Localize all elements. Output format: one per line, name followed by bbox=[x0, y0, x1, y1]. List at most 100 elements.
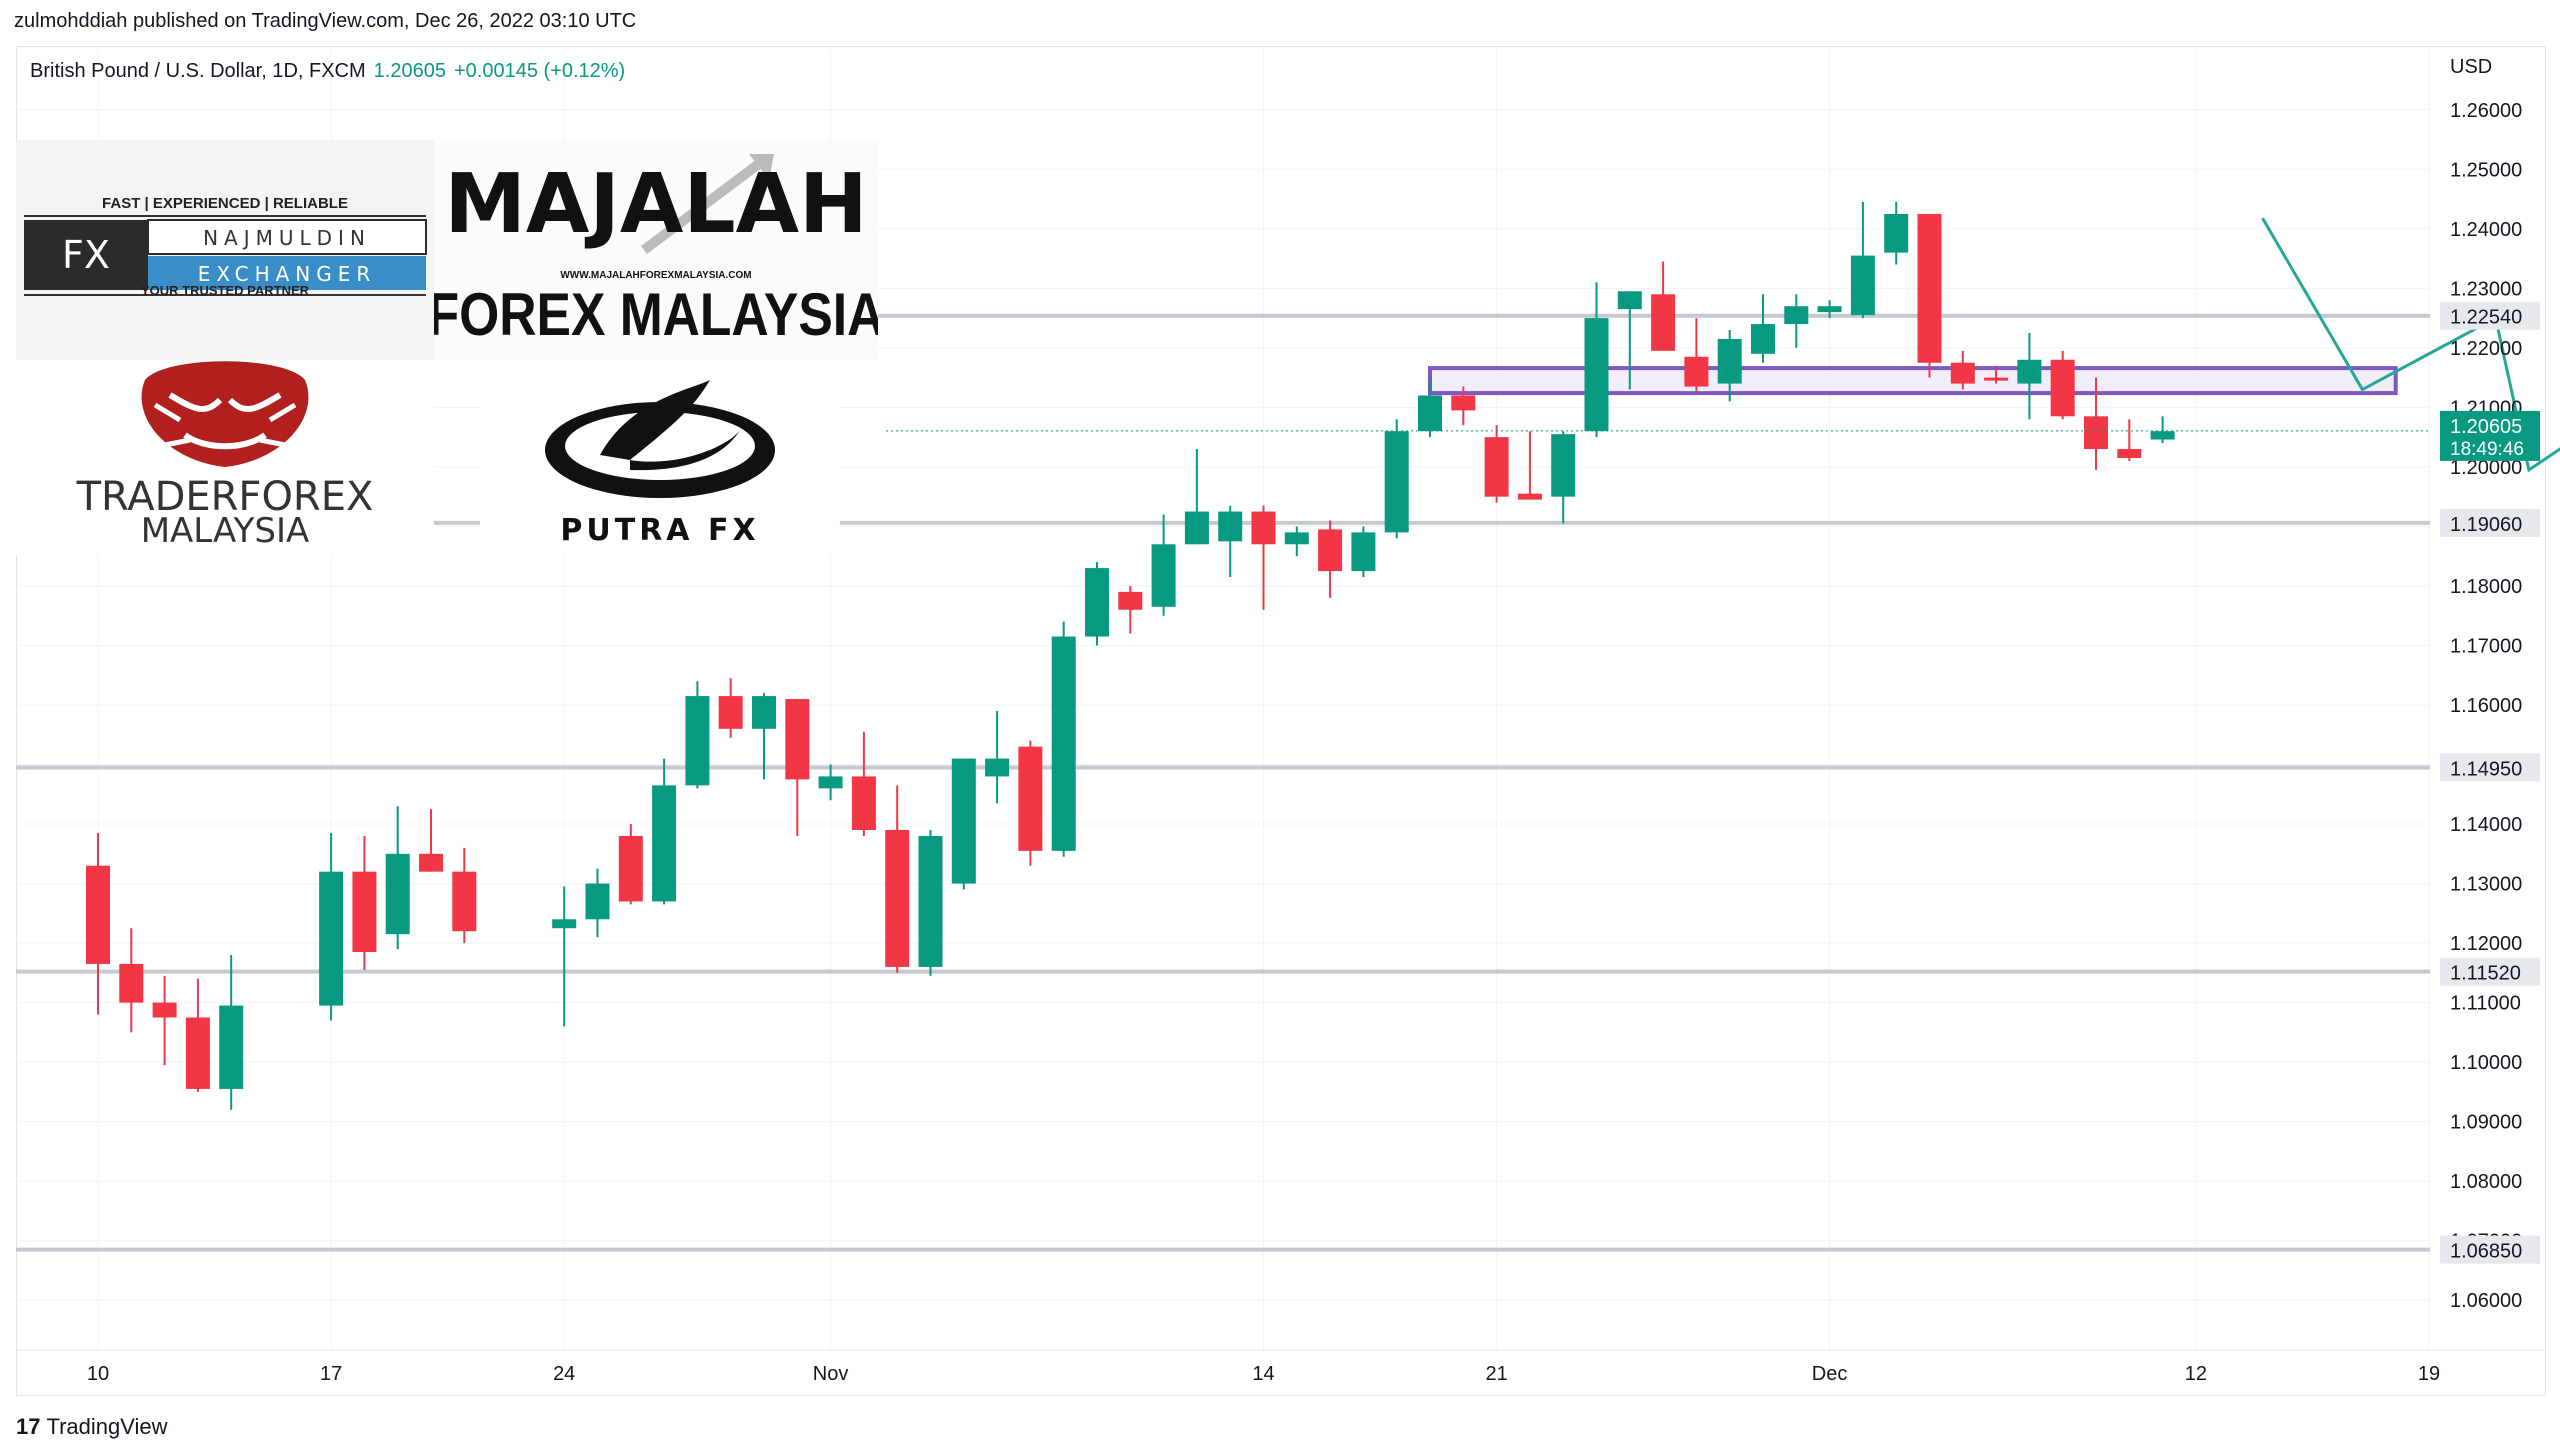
candle bbox=[1584, 282, 1609, 438]
candle-body bbox=[1251, 511, 1276, 545]
candle bbox=[1351, 526, 1376, 578]
price-tick-label: 1.24000 bbox=[2450, 219, 2522, 241]
candle-body bbox=[1684, 356, 1709, 387]
candle bbox=[1451, 386, 1476, 426]
candle-body bbox=[1984, 377, 2009, 381]
level-badge bbox=[2440, 508, 2540, 537]
candle bbox=[1784, 294, 1809, 348]
candle-body bbox=[685, 696, 710, 786]
footer-brand-label: TradingView bbox=[46, 1414, 168, 1439]
candle bbox=[1251, 505, 1276, 610]
candles bbox=[86, 202, 2175, 1110]
candle-body bbox=[419, 853, 443, 872]
candle-body bbox=[652, 785, 677, 902]
candle-body bbox=[119, 963, 144, 1003]
candle bbox=[851, 731, 876, 836]
price-tick-label: 1.16000 bbox=[2450, 695, 2522, 717]
candle-body bbox=[1717, 338, 1742, 384]
time-tick-label: Dec bbox=[1812, 1363, 1848, 1385]
candle bbox=[1184, 449, 1209, 545]
candle bbox=[951, 758, 976, 890]
candle-body bbox=[1850, 255, 1875, 316]
najmuldin-exchanger-logo: FAST | EXPERIENCED | RELIABLE FX NAJMULD… bbox=[16, 140, 434, 360]
candle bbox=[1817, 300, 1842, 319]
candle-body bbox=[2084, 416, 2108, 450]
currency-label[interactable]: USD bbox=[2450, 56, 2493, 78]
candle-body bbox=[885, 830, 910, 967]
candle bbox=[885, 785, 910, 973]
candle-body bbox=[1051, 636, 1076, 851]
candle bbox=[1884, 202, 1909, 265]
candle-body bbox=[1817, 306, 1842, 313]
candle bbox=[1651, 261, 1676, 351]
candle bbox=[1551, 431, 1576, 524]
candle-body bbox=[1884, 213, 1909, 253]
candle-body bbox=[585, 883, 610, 920]
time-tick-label: 14 bbox=[1252, 1363, 1274, 1385]
candle-body bbox=[1451, 395, 1476, 411]
candle-body bbox=[818, 776, 843, 789]
fx-tagline: FAST | EXPERIENCED | RELIABLE bbox=[102, 195, 348, 212]
candle bbox=[185, 978, 210, 1092]
publisher-line: zulmohddiah published on TradingView.com… bbox=[14, 10, 637, 32]
candle-body bbox=[1950, 362, 1975, 384]
candle bbox=[1284, 526, 1309, 557]
fx-mark: FX bbox=[62, 233, 110, 277]
level-badge bbox=[2440, 957, 2540, 986]
time-tick-label: 10 bbox=[87, 1363, 109, 1385]
resistance-zone bbox=[1428, 366, 2398, 396]
candle bbox=[718, 678, 743, 738]
symbol-name: British Pound / U.S. Dollar, 1D, FXCM bbox=[30, 60, 366, 82]
candle-body bbox=[1517, 493, 1542, 500]
majalah-top: MAJALAH bbox=[444, 157, 867, 252]
candle bbox=[1617, 291, 1642, 390]
candle bbox=[1917, 213, 1942, 378]
candle-body bbox=[1318, 529, 1343, 572]
tradingview-footer[interactable]: 17 TradingView bbox=[16, 1414, 168, 1440]
trader-forex-malaysia-logo: TRADERFOREX MALAYSIA bbox=[16, 360, 434, 555]
candle-body bbox=[1151, 544, 1176, 607]
candle bbox=[452, 847, 477, 944]
time-axis: 101724Nov1421Dec121926202391 bbox=[16, 1349, 2545, 1385]
candle-body bbox=[1351, 532, 1376, 572]
price-tick-label: 1.06000 bbox=[2450, 1290, 2522, 1312]
majalah-forex-malaysia-logo: MAJALAH WWW.MAJALAHFOREXMALAYSIA.COM FOR… bbox=[428, 140, 884, 360]
candle-body bbox=[1784, 306, 1809, 325]
candle-body bbox=[1751, 324, 1775, 354]
candle bbox=[552, 886, 577, 1027]
time-tick-label: 24 bbox=[553, 1363, 575, 1385]
candle-body bbox=[1384, 431, 1409, 533]
candle-body bbox=[1651, 294, 1676, 351]
candle bbox=[2150, 416, 2175, 444]
zone-rect bbox=[1428, 366, 2398, 396]
price-tick-label: 1.23000 bbox=[2450, 278, 2522, 300]
time-tick-label: 19 bbox=[2418, 1363, 2440, 1385]
price-tick-label: 1.10000 bbox=[2450, 1052, 2522, 1074]
candle-body bbox=[352, 871, 377, 953]
candle bbox=[219, 955, 244, 1110]
candle-body bbox=[1551, 434, 1576, 497]
candle bbox=[1318, 520, 1343, 598]
price-tick-label: 1.25000 bbox=[2450, 159, 2522, 181]
candle-body bbox=[1617, 291, 1642, 310]
fx-name1: NAJMULDIN bbox=[203, 226, 371, 250]
fx-name2: EXCHANGER bbox=[198, 262, 377, 286]
candle-body bbox=[985, 758, 1010, 777]
candle-body bbox=[951, 758, 976, 884]
candle bbox=[752, 693, 776, 780]
candle bbox=[2117, 419, 2142, 461]
candle-body bbox=[1418, 395, 1442, 432]
price-tick-label: 1.11000 bbox=[2450, 993, 2521, 1015]
candle bbox=[119, 928, 144, 1033]
level-badge bbox=[2440, 301, 2540, 330]
candle-body bbox=[785, 699, 810, 780]
countdown-label: 18:49:46 bbox=[2450, 439, 2524, 460]
candle bbox=[385, 806, 410, 950]
current-price-badge bbox=[2440, 410, 2540, 461]
candle bbox=[652, 758, 677, 905]
candle-body bbox=[752, 696, 776, 729]
candle-body bbox=[1917, 213, 1942, 363]
candle-body bbox=[219, 1005, 244, 1089]
symbol-legend[interactable]: British Pound / U.S. Dollar, 1D, FXCM 1.2… bbox=[30, 60, 625, 83]
